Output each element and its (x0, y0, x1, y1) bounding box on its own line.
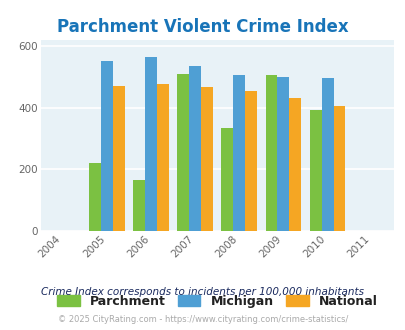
Text: Crime Index corresponds to incidents per 100,000 inhabitants: Crime Index corresponds to incidents per… (41, 287, 364, 297)
Bar (289, 98, 301, 231)
Bar (145, 56, 157, 231)
Bar (245, 90, 256, 231)
Bar (265, 75, 277, 231)
Bar (221, 128, 233, 231)
Bar (321, 78, 333, 231)
Text: © 2025 CityRating.com - https://www.cityrating.com/crime-statistics/: © 2025 CityRating.com - https://www.city… (58, 315, 347, 324)
Text: Parchment Violent Crime Index: Parchment Violent Crime Index (57, 18, 348, 36)
Bar (309, 110, 321, 231)
Bar (100, 61, 113, 231)
Bar (157, 84, 168, 231)
Bar (233, 75, 245, 231)
Bar (333, 106, 345, 231)
Bar (177, 74, 189, 231)
Bar (277, 77, 289, 231)
Bar (133, 180, 145, 231)
Bar (113, 86, 124, 231)
Bar (189, 66, 200, 231)
Bar (89, 163, 100, 231)
Legend: Parchment, Michigan, National: Parchment, Michigan, National (57, 295, 377, 308)
Bar (200, 87, 213, 231)
